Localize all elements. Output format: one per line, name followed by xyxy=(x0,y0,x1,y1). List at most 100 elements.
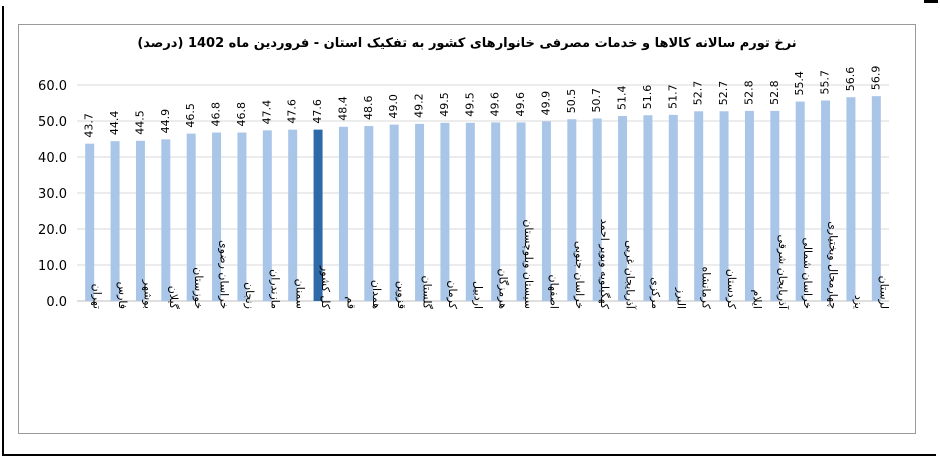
value-label: 47.4 xyxy=(260,100,273,125)
x-tick-label: چهارمحال وبختیاری xyxy=(827,221,840,309)
value-label: 48.6 xyxy=(362,96,375,121)
value-label: 44.5 xyxy=(133,110,146,135)
value-label: 51.7 xyxy=(666,84,679,109)
value-label: 52.7 xyxy=(692,81,705,106)
x-tick-label: گلستان xyxy=(421,276,434,310)
x-tick-label: هرمزگان xyxy=(497,269,510,310)
bar xyxy=(541,121,551,301)
bars xyxy=(85,96,881,302)
value-label: 46.8 xyxy=(210,102,223,127)
value-label: 49.5 xyxy=(463,92,476,117)
value-label: 55.7 xyxy=(819,70,832,95)
x-tick-label: مازندران xyxy=(268,269,281,309)
x-tick-label: اصفهان xyxy=(547,275,560,309)
value-label: 49.9 xyxy=(539,91,552,116)
bar xyxy=(694,111,704,301)
bar xyxy=(186,133,196,301)
bar xyxy=(643,115,653,302)
x-tick-label: خراسان جنوبی xyxy=(573,241,586,309)
y-tick-label: 20.0 xyxy=(38,223,67,238)
chart-container: نرخ تورم سالانه کالاها و خدمات مصرفی خان… xyxy=(18,24,916,434)
chart-title: نرخ تورم سالانه کالاها و خدمات مصرفی خان… xyxy=(137,36,796,51)
bar xyxy=(567,119,577,301)
bar xyxy=(744,110,754,301)
y-tick-label: 50.0 xyxy=(38,115,67,130)
x-axis-ticks: تهران فارس بوشهر گیلان خوزستان خراسان رضوی زنج… xyxy=(91,219,891,310)
x-tick-label: گیلان xyxy=(167,286,180,310)
x-tick-label: آذربایجان شرقی xyxy=(776,235,790,310)
x-tick-label: اردبیل xyxy=(471,281,484,309)
bar xyxy=(871,96,881,301)
value-label: 47.6 xyxy=(286,99,299,124)
bar xyxy=(85,143,95,301)
value-label: 50.7 xyxy=(590,88,603,113)
y-tick-label: 10.0 xyxy=(38,259,67,274)
x-tick-label: قم xyxy=(344,296,357,309)
x-tick-label: مرکزی xyxy=(649,277,662,309)
value-labels: 43.7 44.4 44.5 44.9 46.5 46.8 46.8 47.4 47.6 47.6… xyxy=(83,66,883,138)
bar xyxy=(389,124,399,301)
bar xyxy=(516,122,526,301)
y-tick-label: 60.0 xyxy=(38,79,67,94)
x-tick-label: ایلام xyxy=(750,290,763,310)
value-label: 49.0 xyxy=(387,94,400,119)
x-tick-label: قزوین xyxy=(395,281,408,309)
value-label: 52.7 xyxy=(717,81,730,106)
value-label: 52.8 xyxy=(742,80,755,105)
x-tick-label: سیستان وبلوچستان xyxy=(522,219,535,309)
value-label: 46.5 xyxy=(184,103,197,128)
bar xyxy=(592,118,602,301)
value-label: 49.5 xyxy=(438,92,451,117)
x-tick-label: یزد xyxy=(852,295,865,309)
x-tick-label: کردستان xyxy=(725,269,738,310)
bar xyxy=(338,126,348,301)
corner-mark xyxy=(924,0,938,3)
outer-frame xyxy=(2,6,936,456)
x-tick-label: بوشهر xyxy=(141,279,154,309)
value-label: 44.9 xyxy=(159,109,172,134)
bar xyxy=(364,126,374,301)
x-tick-label: کرمانشاه xyxy=(700,266,713,309)
bar xyxy=(288,129,298,301)
y-tick-label: 40.0 xyxy=(38,151,67,166)
bar xyxy=(110,141,120,301)
value-label: 55.4 xyxy=(793,71,806,96)
value-label: 49.6 xyxy=(514,92,527,117)
bar xyxy=(415,123,425,301)
x-tick-label: کهگیلویه وبویر احمد xyxy=(598,219,611,310)
bar xyxy=(440,122,450,301)
x-tick-label: خراسان رضوی xyxy=(218,240,231,309)
value-label: 48.4 xyxy=(336,96,349,121)
value-label: 49.2 xyxy=(413,93,426,118)
x-tick-label: همدان xyxy=(370,280,383,309)
bar xyxy=(846,97,856,302)
bar xyxy=(668,114,678,301)
y-axis-ticks: 0.0 10.0 20.0 30.0 40.0 50.0 60.0 xyxy=(38,79,67,310)
x-tick-label: سمنان xyxy=(294,279,307,309)
bar xyxy=(618,115,628,302)
x-tick-label: البرز xyxy=(674,287,687,309)
x-tick-label: خراسان شمالی xyxy=(801,237,814,309)
y-tick-label: 30.0 xyxy=(38,187,67,202)
bar xyxy=(795,101,805,301)
x-tick-label: کرمان xyxy=(446,280,459,309)
bar-highlighted xyxy=(313,129,323,301)
bar xyxy=(262,130,272,301)
x-tick-label: لرستان xyxy=(877,276,890,309)
bar-chart: نرخ تورم سالانه کالاها و خدمات مصرفی خان… xyxy=(38,36,891,310)
value-label: 56.6 xyxy=(844,67,857,92)
value-label: 51.6 xyxy=(641,85,654,110)
bar xyxy=(491,122,501,301)
bar xyxy=(135,140,145,301)
x-tick-label: خوزستان xyxy=(192,267,205,309)
x-tick-label: آذربایجان غربی xyxy=(624,240,638,310)
x-tick-label: تهران xyxy=(91,284,104,309)
bar xyxy=(212,132,222,301)
x-tick-label: فارس xyxy=(116,282,129,309)
x-tick-label: زنجان xyxy=(243,282,256,309)
value-label: 51.4 xyxy=(616,85,629,110)
value-label: 44.4 xyxy=(108,111,121,136)
y-tick-label: 0.0 xyxy=(46,295,67,310)
bar xyxy=(770,110,780,301)
bar xyxy=(465,122,475,301)
